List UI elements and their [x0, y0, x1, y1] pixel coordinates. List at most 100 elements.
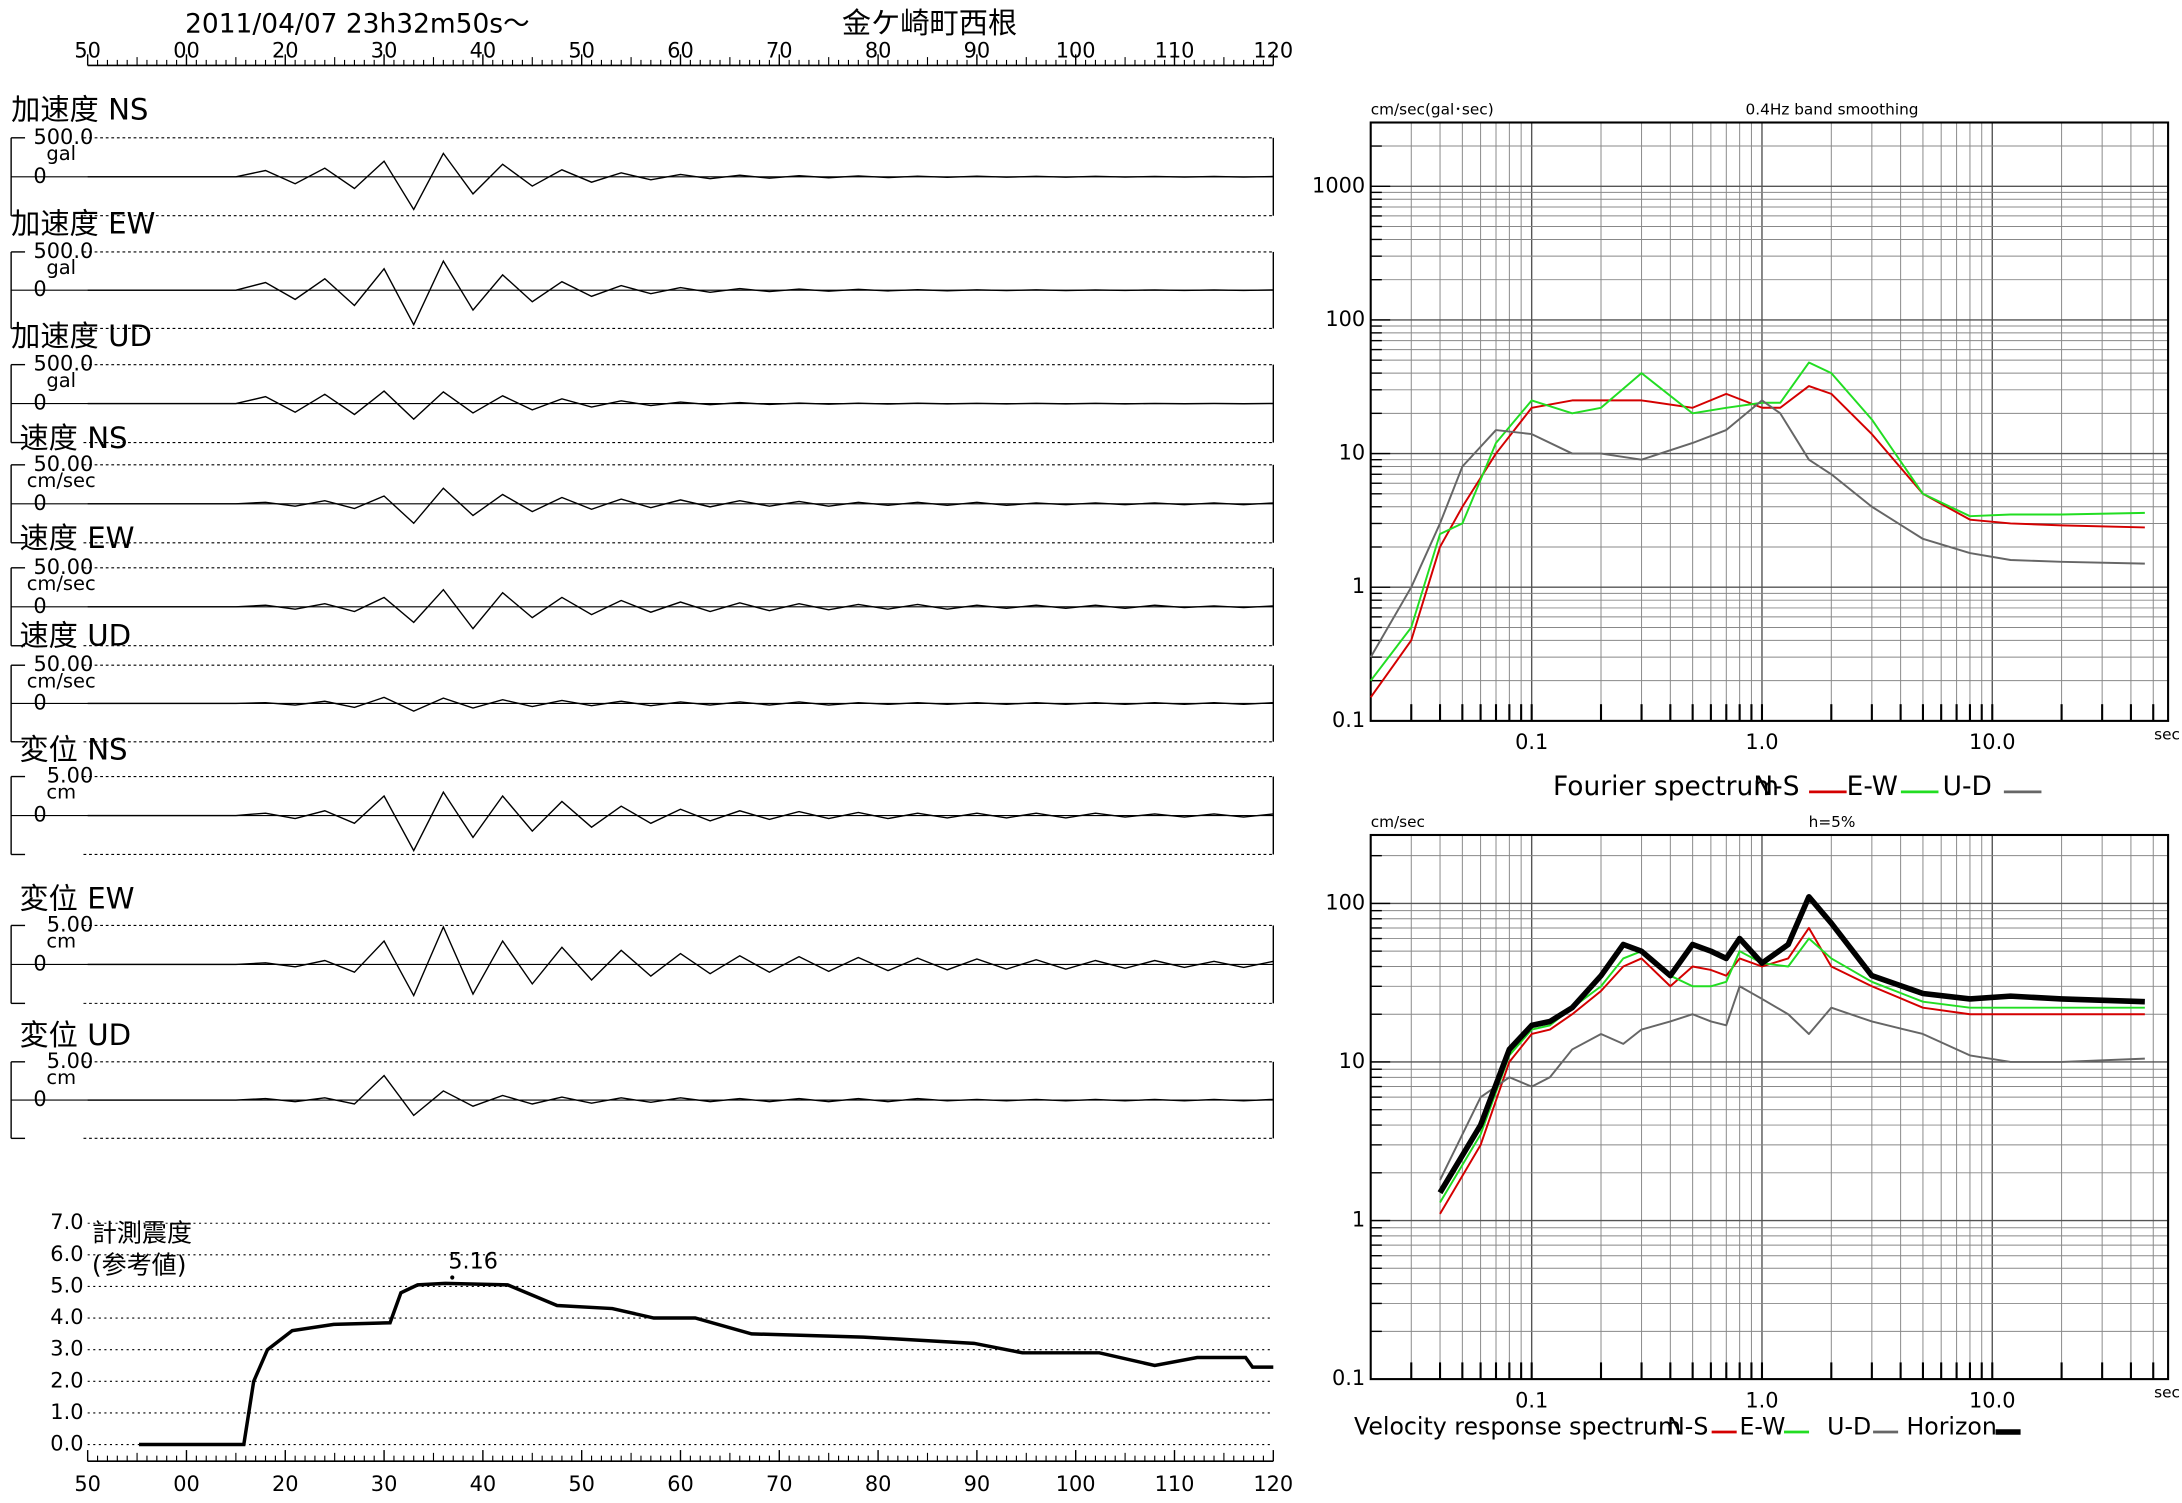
y-tick-label: 1000 — [1312, 173, 1365, 197]
y-tick-label: 0.1 — [1332, 1366, 1365, 1390]
y-tick-label: 50.00 — [34, 555, 94, 579]
y-tick-label: 4.0 — [50, 1305, 83, 1329]
trace-title: 加速度 UD — [11, 319, 152, 353]
spectrum-line — [1437, 893, 2145, 1195]
trace-title: 加速度 EW — [11, 206, 155, 240]
y-tick-label: 0 — [33, 391, 46, 415]
trace-title: 速度 UD — [19, 618, 131, 652]
peak-dot — [450, 1275, 455, 1280]
unit-label: cm/sec — [27, 572, 96, 595]
x-tick-label: 10.0 — [1969, 1388, 2015, 1412]
time-tick-label: 00 — [173, 39, 200, 63]
spectrum-line — [1439, 937, 2145, 1204]
chart-subtitle: (参考値) — [92, 1250, 187, 1279]
legend-label: N-S — [1753, 771, 1799, 802]
time-tick-label: 80 — [865, 1472, 892, 1496]
y-tick-label: 3.0 — [50, 1337, 83, 1361]
x-axis-label: sec — [2154, 725, 2180, 743]
chart-subtitle: h=5% — [1809, 813, 1856, 831]
time-tick-label: 110 — [1155, 39, 1195, 63]
spectrum-line — [1369, 361, 2145, 682]
legend-label: U-D — [1827, 1412, 1871, 1440]
time-tick-label: 20 — [272, 1472, 299, 1496]
y-tick-label: 1 — [1352, 1208, 1365, 1232]
time-tick-label: 50 — [74, 1472, 101, 1496]
y-tick-label: 1 — [1352, 574, 1365, 598]
y-tick-label: 0.1 — [1332, 708, 1365, 732]
trace-title: 速度 EW — [19, 521, 134, 555]
y-tick-label: 2.0 — [50, 1368, 83, 1392]
time-tick-label: 40 — [470, 1472, 497, 1496]
time-tick-label: 80 — [865, 39, 892, 63]
y-tick-label: 500.0 — [34, 125, 94, 149]
y-tick-label: 5.00 — [47, 764, 93, 788]
y-tick-label: 0.0 — [50, 1432, 83, 1456]
y-tick-label: 0 — [33, 491, 46, 515]
y-tick-label: 0 — [33, 164, 46, 188]
time-tick-label: 110 — [1155, 1472, 1195, 1496]
unit-label: gal — [46, 256, 76, 279]
datetime: 2011/04/07 23h32m50s～ — [185, 9, 529, 40]
waveform — [87, 390, 1274, 421]
unit-label: gal — [46, 369, 76, 392]
time-tick-label: 120 — [1253, 39, 1293, 63]
time-tick-label: 90 — [964, 1472, 991, 1496]
time-tick-label: 70 — [766, 1472, 793, 1496]
trace-title: 変位 NS — [19, 733, 127, 767]
x-axis-label: sec — [2154, 1384, 2180, 1402]
y-tick-label: 0 — [33, 803, 46, 827]
trace-title: 変位 EW — [19, 881, 134, 915]
y-tick-label: 500.0 — [34, 239, 94, 263]
unit-label: cm — [46, 781, 76, 804]
y-tick-label: 50.00 — [34, 452, 94, 476]
intensity-line — [139, 1281, 1274, 1447]
time-tick-label: 90 — [964, 39, 991, 63]
y-tick-label: 50.00 — [34, 652, 94, 676]
waveform — [87, 259, 1274, 327]
x-tick-label: 0.1 — [1515, 1388, 1548, 1412]
time-tick-label: 60 — [667, 39, 694, 63]
waveform — [87, 487, 1274, 525]
time-tick-label: 30 — [371, 39, 398, 63]
y-tick-label: 10 — [1339, 1049, 1366, 1073]
waveform — [87, 152, 1274, 211]
x-tick-label: 1.0 — [1745, 1388, 1778, 1412]
waveform — [87, 790, 1274, 853]
y-tick-label: 6.0 — [50, 1242, 83, 1266]
spectrum-line — [1439, 926, 2145, 1215]
y-tick-label: 1.0 — [50, 1400, 83, 1424]
unit-label: cm — [46, 930, 76, 953]
waveform — [87, 696, 1274, 712]
spectrum-line — [1369, 399, 2145, 658]
annotation: 5.16 — [448, 1249, 498, 1275]
spectrum-line — [1369, 385, 2145, 698]
legend-label: E-W — [1847, 771, 1898, 802]
legend-label: U-D — [1943, 771, 1992, 802]
y-tick-label: 0 — [33, 690, 46, 714]
trace-title: 変位 UD — [19, 1018, 131, 1052]
chart-title: 計測震度 — [92, 1218, 192, 1247]
legend-label: N-S — [1667, 1412, 1708, 1440]
time-tick-label: 30 — [371, 1472, 398, 1496]
time-tick-label: 50 — [74, 39, 101, 63]
legend-title: Velocity response spectrum — [1354, 1412, 1681, 1440]
time-tick-label: 120 — [1253, 1472, 1293, 1496]
unit-label: cm/sec — [27, 469, 96, 492]
x-tick-label: 1.0 — [1745, 730, 1778, 754]
y-tick-label: 0 — [33, 951, 46, 975]
unit-label: gal — [46, 142, 76, 165]
y-axis-label: cm/sec — [1371, 813, 1425, 831]
y-tick-label: 5.0 — [50, 1273, 83, 1297]
time-tick-label: 50 — [568, 39, 595, 63]
time-tick-label: 20 — [272, 39, 299, 63]
chart-subtitle: 0.4Hz band smoothing — [1746, 100, 1919, 118]
time-tick-label: 00 — [173, 1472, 200, 1496]
plot-frame — [1369, 833, 2170, 1381]
y-tick-label: 0 — [33, 1087, 46, 1111]
x-tick-label: 0.1 — [1515, 730, 1548, 754]
unit-label: cm — [46, 1066, 76, 1089]
y-tick-label: 500.0 — [34, 352, 94, 376]
y-tick-label: 100 — [1325, 307, 1365, 331]
